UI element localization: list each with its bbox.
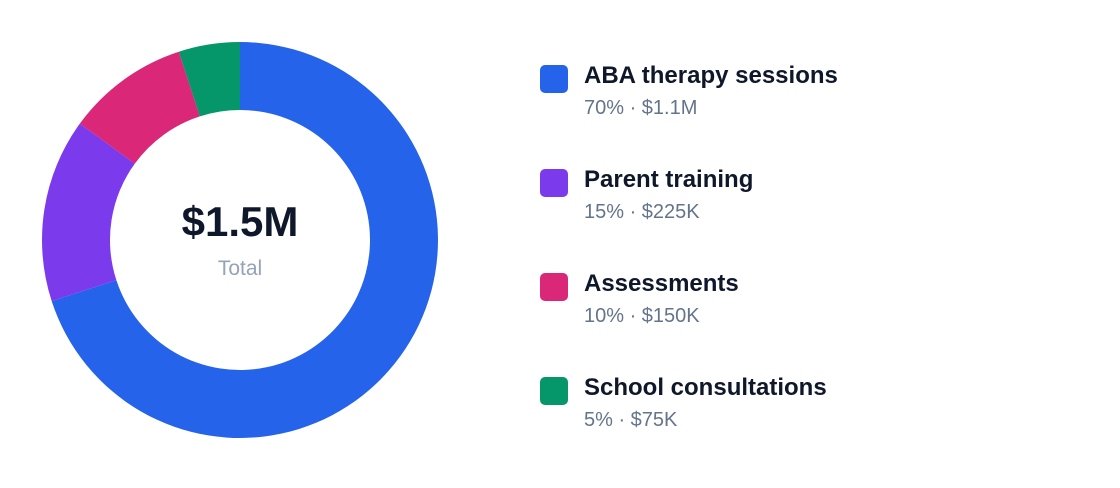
- legend-swatch: [540, 377, 568, 405]
- legend-value: 15% · $225K: [584, 201, 700, 223]
- legend-label: School consultations: [584, 374, 827, 401]
- legend-swatch: [540, 273, 568, 301]
- total-label: Total: [217, 257, 263, 280]
- donut-slice-aba-therapy-sessions: [51, 42, 439, 438]
- legend-swatch: [540, 169, 568, 197]
- legend-label: Assessments: [584, 270, 739, 297]
- donut-slice-school-consultations: [178, 42, 240, 117]
- total-value: $1.5M: [181, 198, 299, 245]
- legend-swatch: [540, 65, 568, 93]
- legend-value: 5% · $75K: [584, 409, 678, 431]
- donut-chart: [42, 42, 439, 438]
- legend-value: 70% · $1.1M: [584, 97, 698, 119]
- donut-slice-assessments: [79, 51, 200, 164]
- legend-value: 10% · $150K: [584, 305, 700, 327]
- donut-slice-parent-training: [42, 123, 135, 302]
- legend-label: Parent training: [584, 166, 754, 193]
- legend-label: ABA therapy sessions: [584, 62, 838, 89]
